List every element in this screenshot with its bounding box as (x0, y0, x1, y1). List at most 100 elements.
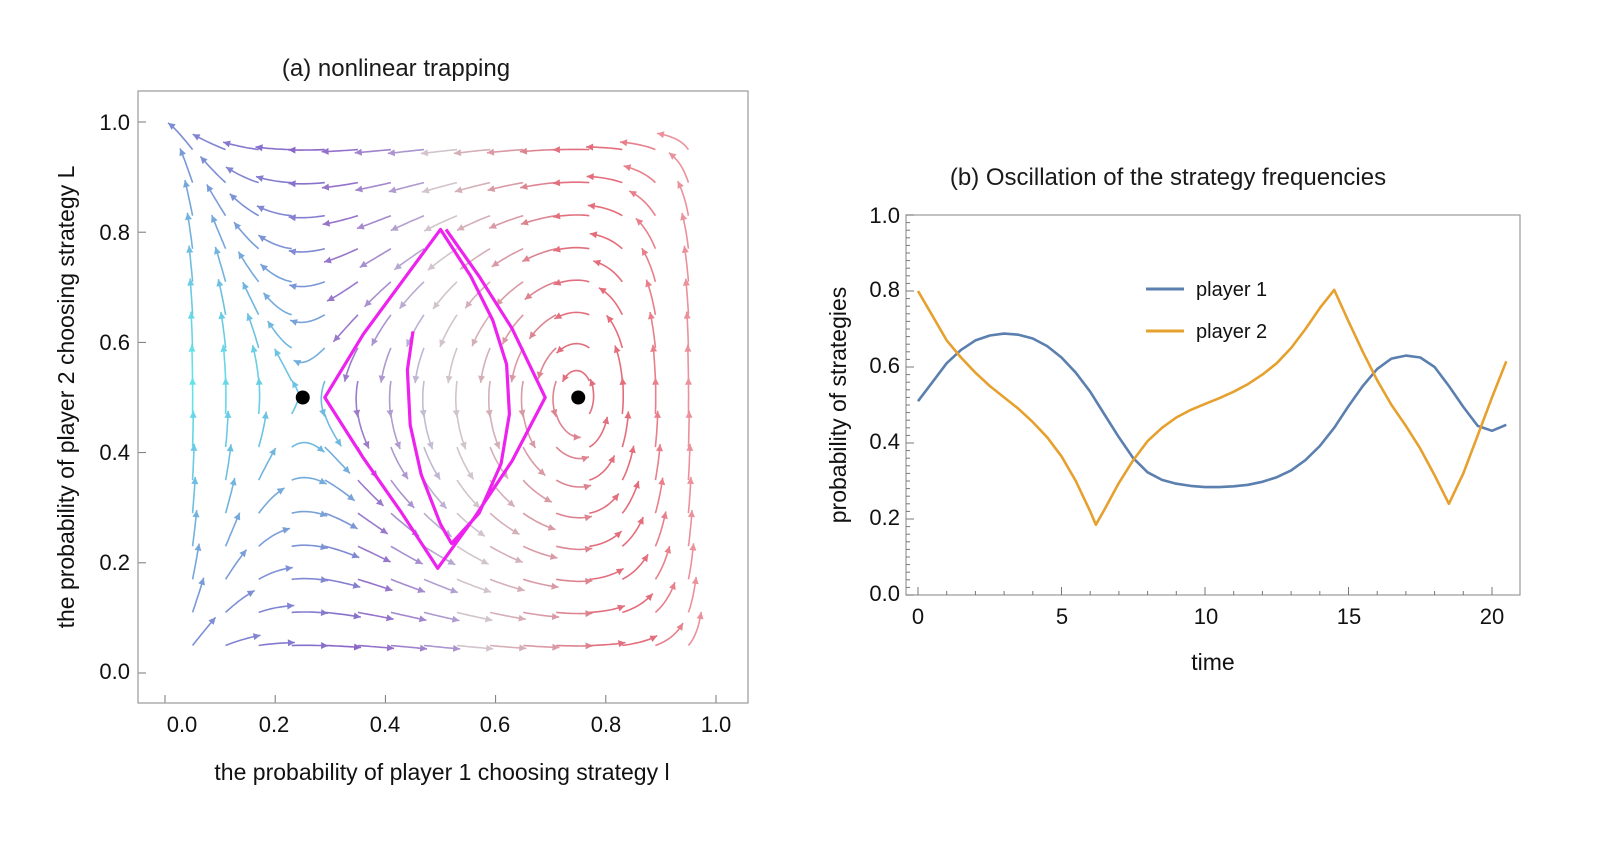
stream-arrowhead (652, 377, 660, 385)
stream-arrowhead (522, 255, 531, 262)
stream-arrowhead (246, 590, 255, 598)
legend: player 1 player 2 (1146, 279, 1267, 343)
stream-arrowhead (189, 410, 197, 418)
stream-arrowhead (487, 185, 496, 192)
stream-arrowhead (356, 222, 365, 230)
stream-arrowhead (584, 514, 592, 522)
fixed-point-right (571, 390, 586, 405)
stream-arrowhead (342, 374, 350, 382)
a-xtick-4: 0.8 (591, 712, 622, 737)
stream-arrowhead (489, 222, 497, 229)
stream-arrowhead (183, 180, 190, 188)
stream-arrowhead (320, 543, 328, 551)
stream-arrowhead (426, 441, 434, 450)
stream-arrowhead (192, 134, 201, 141)
stream-arrowhead (447, 558, 456, 565)
stream-arrowhead (226, 444, 234, 452)
stream-arrowhead (585, 577, 593, 585)
panel-b-frame (905, 214, 1521, 596)
stream-arrowhead (452, 409, 460, 418)
a-xtick-3: 0.6 (480, 712, 511, 737)
stream-arrowhead (654, 410, 661, 418)
stream-arrowhead (502, 336, 509, 345)
stream-arrowhead (677, 181, 684, 189)
stream-arrowhead (200, 156, 208, 164)
stream-arrowhead (696, 611, 704, 620)
stream-arrowhead (394, 262, 402, 270)
b-ytick-2: 0.4 (869, 429, 900, 454)
stream-arrowhead (406, 500, 415, 508)
stream-arrowhead (216, 279, 224, 287)
b-ytick-3: 0.6 (869, 353, 900, 378)
series-player-1-line (916, 332, 1507, 489)
stream-arrowhead (192, 510, 200, 518)
stream-arrowhead (246, 313, 254, 322)
stream-arrowhead (491, 260, 500, 267)
stream-arrowhead (486, 644, 494, 652)
stream-arrowhead (619, 377, 627, 385)
stream-arrowhead (186, 245, 194, 253)
stream-arrowhead (351, 551, 360, 559)
stream-arrowhead (439, 339, 446, 347)
stream-arrowhead (472, 500, 480, 509)
stream-arrowhead (553, 179, 561, 187)
stream-arrowhead (586, 173, 594, 181)
stream-arrowhead (689, 543, 697, 551)
stream-arrowhead (194, 543, 202, 551)
stream-arrowhead (229, 478, 237, 486)
b-ytick-1: 0.2 (869, 505, 900, 530)
stream-arrowhead (414, 557, 423, 564)
a-ytick-3: 0.6 (99, 330, 130, 355)
stream-arrowhead (322, 219, 331, 227)
stream-arrowhead (445, 375, 453, 384)
stream-arrowhead (420, 149, 429, 157)
a-ytick-5: 1.0 (99, 110, 130, 135)
stream-arrowhead (485, 615, 493, 623)
stream-arrowhead (321, 147, 329, 155)
panel-a-frame (137, 90, 749, 704)
stream-arrowhead (424, 224, 432, 232)
b-xlabel: time (1191, 649, 1234, 675)
stream-arrowhead (319, 408, 326, 417)
b-xtick-1: 5 (1056, 604, 1068, 629)
stream-arrowhead (206, 184, 214, 193)
stream-arrowhead (238, 251, 245, 260)
stream-arrowhead (551, 613, 560, 620)
a-ytick-0: 0.0 (99, 659, 130, 684)
stream-arrowhead (556, 345, 564, 354)
stream-arrowhead (421, 186, 430, 194)
stream-arrowhead (641, 554, 649, 563)
stream-arrowhead (261, 411, 269, 419)
stream-arrowhead (691, 576, 699, 585)
stream-arrowhead (483, 586, 492, 594)
stream-arrowhead (608, 455, 615, 464)
stream-arrowhead (585, 642, 593, 650)
stream-arrowhead (685, 410, 693, 418)
stream-arrowhead (198, 577, 205, 586)
b-xtick-0: 0 (912, 604, 924, 629)
b-ytick-4: 0.8 (869, 277, 900, 302)
stream-arrowhead (320, 576, 328, 584)
stream-arrowhead (290, 319, 298, 326)
a-ylabel: the probability of player 2 choosing str… (53, 165, 79, 628)
b-ylabel: probability of strategies (825, 287, 851, 524)
panel-a: (a) nonlinear trapping 0.0 0.2 0.4 0.6 0… (53, 55, 749, 785)
stream-arrowhead (287, 602, 295, 610)
stream-arrowhead (550, 408, 558, 417)
stream-arrowhead (524, 292, 533, 300)
stream-arrowhead (353, 409, 361, 418)
stream-arrowhead (220, 344, 228, 352)
stream-arrowhead (456, 224, 465, 231)
b-xtick-2: 10 (1194, 604, 1218, 629)
stream-arrowhead (618, 640, 626, 648)
stream-arrowhead (637, 517, 644, 525)
stream-arrowhead (185, 212, 192, 221)
stream-arrowhead (224, 410, 232, 418)
stream-arrowhead (288, 248, 297, 256)
stream-arrowhead (258, 235, 267, 242)
stream-arrowhead (288, 146, 296, 154)
stream-arrowhead (406, 338, 413, 347)
stream-arrowhead (581, 455, 589, 463)
stream-arrowhead (225, 167, 234, 174)
